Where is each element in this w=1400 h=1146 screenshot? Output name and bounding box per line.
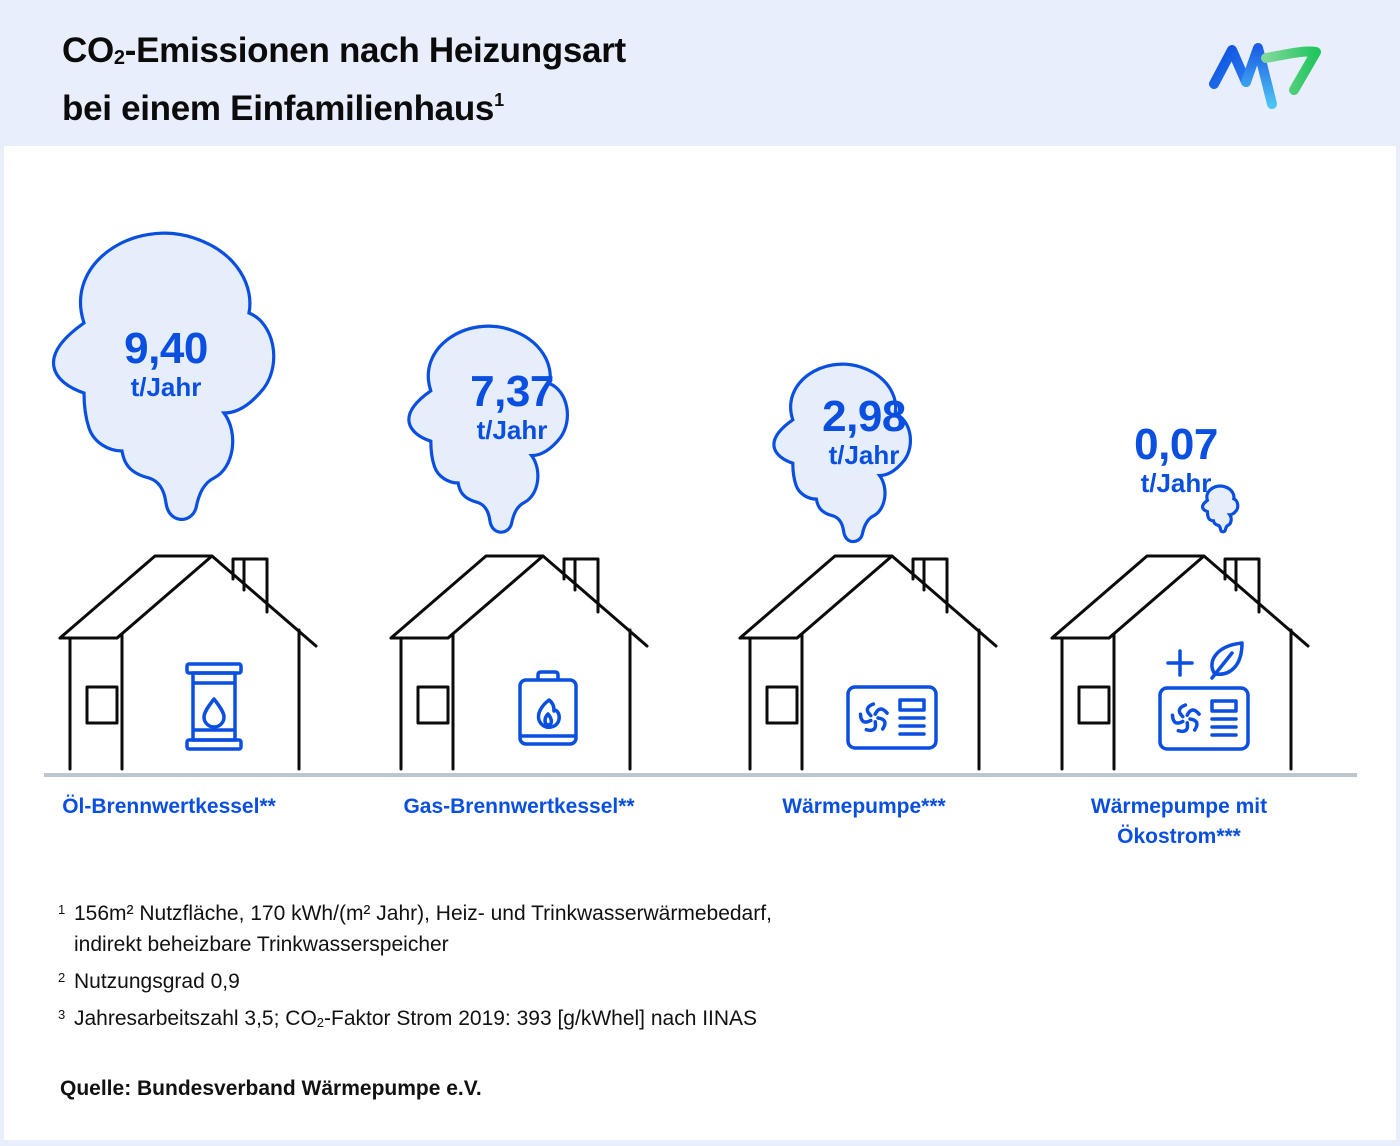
house-0 (58, 554, 318, 771)
emission-cloud-1 (407, 324, 569, 534)
footnote-2: 2 Nutzungsgrad 0,9 (58, 970, 240, 993)
value-label-0: 9,40 t/Jahr (106, 324, 226, 403)
value-label-2: 2,98 t/Jahr (804, 392, 924, 471)
window (1077, 685, 1111, 725)
category-label-1: Gas-Brennwertkessel** (403, 795, 635, 818)
category-label-0: Öl-Brennwertkessel** (62, 795, 276, 818)
title-line-2: bei einem Einfamilienhaus1 (62, 89, 504, 128)
heat-pump-green-power-icon (1158, 686, 1250, 751)
footnote-1: 1 156m² Nutzfläche, 170 kWh/(m² Jahr), H… (58, 902, 772, 956)
title-line-1: CO2-Emissionen nach Heizungsart (62, 31, 626, 70)
house-3 (1050, 554, 1310, 771)
emission-cloud-2 (772, 362, 913, 544)
value-number: 7,37 (470, 367, 554, 416)
value-unit: t/Jahr (130, 372, 202, 402)
value-label-1: 7,37 t/Jahr (452, 367, 572, 446)
value-unit: t/Jahr (828, 440, 900, 470)
emission-cloud-3 (1201, 484, 1240, 534)
value-label-3: 0,07 t/Jahr (1116, 420, 1236, 499)
chart-card: 9,40 t/Jahr 7,37 t/Jahr 2,98 t/Jahr 0,07 t/Jahr… (4, 146, 1396, 1140)
baseline (44, 773, 1357, 777)
source-note: Quelle: Bundesverband Wärmepumpe e.V. (60, 1077, 482, 1100)
page-title: CO2-Emissionen nach Heizungsart bei eine… (62, 30, 626, 130)
footnotes: 1 156m² Nutzfläche, 170 kWh/(m² Jahr), H… (58, 898, 772, 1044)
oil-barrel-icon (185, 662, 243, 751)
footnote-3: 3 Jahresarbeitszahl 3,5; CO2-Faktor Stro… (58, 1007, 758, 1030)
value-number: 2,98 (822, 392, 906, 441)
emission-cloud-0 (52, 231, 276, 521)
house-2 (738, 554, 998, 771)
gas-boiler-icon (518, 670, 578, 746)
window (765, 685, 799, 725)
house-1 (389, 554, 649, 771)
header: CO2-Emissionen nach Heizungsart bei eine… (0, 0, 1400, 146)
value-unit: t/Jahr (1140, 468, 1212, 498)
window (416, 685, 450, 725)
plus-leaf-icon (1166, 641, 1244, 680)
window (85, 685, 119, 725)
value-number: 9,40 (124, 324, 208, 373)
value-number: 0,07 (1134, 420, 1218, 469)
value-unit: t/Jahr (476, 415, 548, 445)
category-label-2: Wärmepumpe*** (782, 795, 946, 818)
mvv-logo-icon (1209, 43, 1321, 109)
heat-pump-icon (846, 685, 938, 750)
category-label-3: Wärmepumpe mit Ökostrom*** (1090, 795, 1268, 848)
chart-area (44, 231, 1357, 777)
